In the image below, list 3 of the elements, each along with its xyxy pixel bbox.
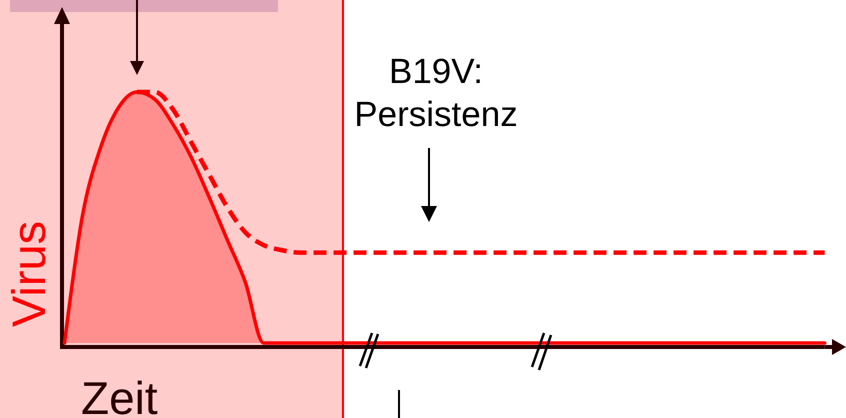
annotation: B19V: Persistenz bbox=[354, 52, 518, 134]
y-axis-title: Virus bbox=[2, 220, 55, 328]
x-axis-title: Zeit bbox=[81, 372, 158, 418]
